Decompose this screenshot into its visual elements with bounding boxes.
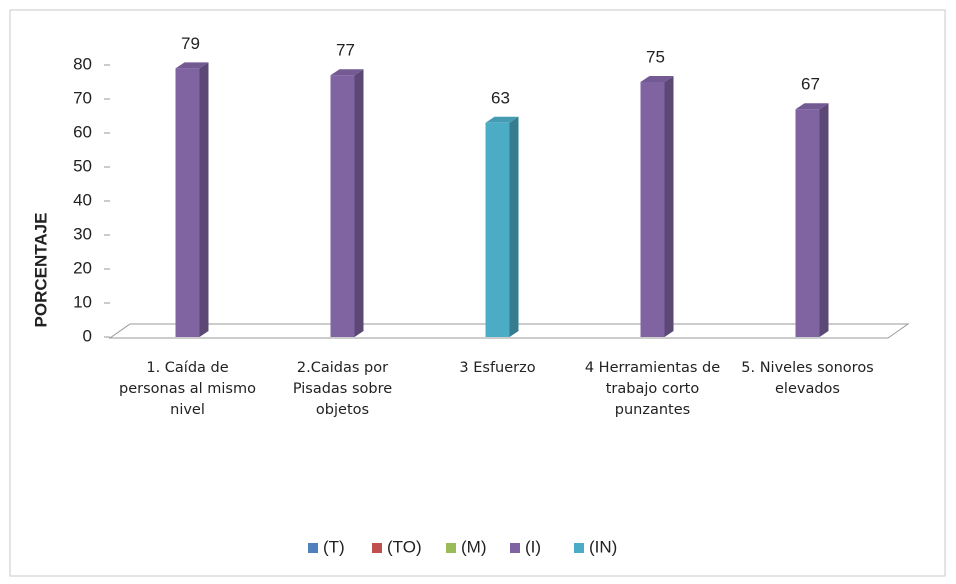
- y-tick-label: 70: [73, 88, 92, 107]
- y-tick-label: 60: [73, 122, 92, 141]
- legend-swatch: [510, 543, 520, 553]
- value-label: 79: [181, 34, 200, 53]
- x-tick-label-box: 5. Niveles sonoros elevados: [741, 360, 874, 397]
- bar-top: [330, 69, 364, 76]
- bar-top: [485, 116, 519, 123]
- x-tick-label-box: 4 Herramientas de trabajo corto punzante…: [584, 360, 721, 418]
- legend-swatch: [372, 543, 382, 553]
- y-tick-label: 30: [73, 224, 92, 243]
- x-tick-label: 2.Caidas por Pisadas sobre objetos: [292, 360, 393, 418]
- legend-swatch: [574, 543, 584, 553]
- x-tick-label: 4 Herramientas de trabajo corto punzante…: [584, 360, 721, 418]
- chart-frame: [9, 9, 946, 577]
- value-label: 63: [491, 88, 510, 107]
- y-tick-label: 20: [73, 258, 92, 277]
- legend-label: (M): [461, 537, 486, 556]
- x-tick-label: 3 Esfuerzo: [459, 360, 536, 376]
- y-tick-label: 0: [83, 326, 92, 345]
- y-tick-label: 10: [73, 292, 92, 311]
- bar: [795, 109, 820, 337]
- bar: [485, 122, 510, 337]
- value-label: 67: [801, 75, 820, 94]
- bar: [640, 82, 665, 337]
- y-tick-label: 40: [73, 190, 92, 209]
- bar-top: [175, 62, 209, 69]
- bar-side: [354, 69, 364, 337]
- value-label: 75: [646, 47, 665, 66]
- legend-label: (T): [323, 537, 345, 556]
- bar-side: [199, 62, 209, 338]
- y-axis-label: PORCENTAJE: [31, 213, 50, 328]
- x-tick-label-box: 1. Caída de personas al mismo nivel: [119, 360, 256, 418]
- legend-swatch: [308, 543, 318, 553]
- legend-label: (TO): [387, 537, 422, 556]
- legend-swatch: [446, 543, 456, 553]
- x-tick-label: 5. Niveles sonoros elevados: [741, 360, 874, 397]
- y-tick-label: 80: [73, 54, 92, 73]
- bar: [175, 68, 200, 338]
- bar: [330, 75, 355, 337]
- bar-top: [640, 76, 674, 82]
- bar-side: [819, 103, 829, 337]
- x-tick-label-box: 2.Caidas por Pisadas sobre objetos: [292, 360, 393, 418]
- bar-top: [795, 103, 829, 110]
- x-tick-label: 1. Caída de personas al mismo nivel: [119, 360, 256, 418]
- y-tick-label: 50: [73, 156, 92, 175]
- legend-label: (I): [525, 537, 541, 556]
- value-label: 77: [336, 41, 355, 60]
- x-tick-label-box: 3 Esfuerzo: [459, 360, 536, 376]
- bar-side: [664, 76, 674, 337]
- bar-side: [509, 116, 519, 337]
- legend-label: (IN): [589, 537, 617, 556]
